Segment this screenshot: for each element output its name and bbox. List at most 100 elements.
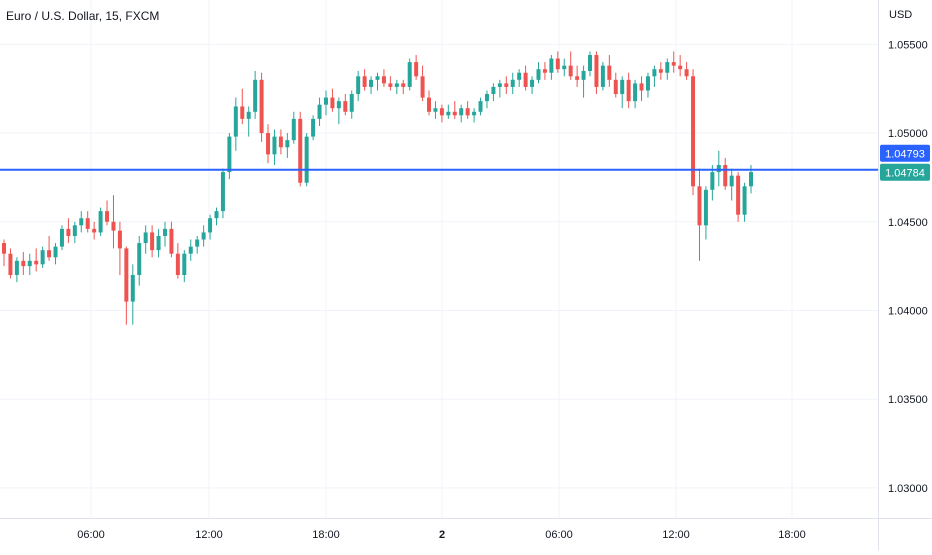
candle-body (188, 246, 193, 254)
grid (0, 0, 878, 518)
candle-body (208, 218, 213, 233)
candle-body (729, 175, 734, 187)
candle-body (678, 65, 683, 70)
x-tick-label: 06:00 (545, 529, 573, 541)
candle-body (581, 70, 586, 80)
candle-body (336, 101, 341, 109)
candle-body (588, 55, 593, 71)
candle-body (124, 248, 129, 302)
candle-body (105, 211, 110, 222)
candle-body (472, 111, 477, 116)
candle-body (220, 172, 225, 212)
candle-body (130, 275, 135, 302)
candle-body (362, 76, 367, 87)
candle-body (317, 104, 322, 119)
candle-body (162, 228, 167, 236)
candle-body (414, 62, 419, 77)
candle-body (14, 260, 19, 275)
candle-body (452, 111, 457, 116)
candle-body (388, 83, 393, 87)
candle-body (446, 111, 451, 116)
candle-body (259, 79, 264, 134)
candle-body (510, 79, 515, 87)
x-tick-label: 18:00 (312, 529, 340, 541)
candle-body (92, 228, 97, 233)
last-price-tag (880, 163, 930, 181)
candle-body (626, 79, 631, 102)
candle-body (575, 76, 580, 80)
candle-body (420, 76, 425, 98)
candle-body (79, 218, 84, 226)
candle-body (459, 108, 464, 116)
candle-body (620, 79, 625, 95)
candle-body (2, 243, 6, 254)
candle-body (201, 232, 206, 240)
candle-body (555, 58, 560, 70)
candle-body (665, 62, 670, 73)
candle-body (504, 83, 509, 87)
candle-body (549, 58, 554, 73)
candle-body (330, 97, 335, 109)
candle-body (27, 260, 32, 267)
candle-body (568, 65, 573, 77)
candle-body (716, 165, 721, 173)
candles (2, 51, 753, 325)
candle-body (562, 65, 567, 70)
candle-body (72, 225, 77, 236)
candle-body (369, 79, 374, 87)
y-tick-label: 1.04000 (888, 305, 928, 317)
y-tick-label: 1.05000 (888, 128, 928, 140)
candle-body (150, 232, 155, 251)
candle-body (401, 83, 406, 87)
candle-body (304, 136, 309, 183)
candle-body (356, 76, 361, 95)
candle-body (117, 230, 122, 249)
candle-body (710, 172, 715, 190)
candle-body (137, 243, 142, 275)
candle-body (47, 250, 52, 258)
candle-body (175, 253, 180, 275)
y-tick-label: 1.05500 (888, 39, 928, 51)
candle-body (98, 211, 103, 233)
candle-body (542, 69, 547, 73)
candle-body (214, 211, 219, 219)
candle-body (671, 62, 676, 66)
candle-body (497, 83, 502, 87)
candle-body (272, 136, 277, 155)
candle-body (684, 69, 689, 77)
last-price-label: 1.04784 (885, 167, 925, 179)
candle-body (195, 239, 200, 247)
candle-body (233, 106, 238, 137)
candle-body (723, 165, 728, 187)
x-tick-label: 12:00 (662, 529, 690, 541)
candle-body (246, 111, 251, 119)
candle-body (600, 65, 605, 87)
candle-body (34, 260, 39, 265)
candle-body (381, 76, 386, 84)
candle-body (298, 118, 303, 183)
candle-body (111, 221, 116, 231)
candle-body (240, 106, 245, 119)
candle-body (59, 228, 64, 247)
candle-body (594, 55, 599, 87)
currency-label: USD (889, 9, 913, 21)
candle-body (703, 189, 708, 226)
candle-body (645, 76, 650, 91)
candle-body (253, 79, 258, 112)
candle-body (749, 172, 753, 187)
candle-body (266, 133, 271, 155)
candle-body (536, 69, 541, 80)
candle-body (85, 218, 90, 229)
candle-body (742, 186, 747, 215)
candle-body (439, 108, 444, 116)
candle-body (343, 101, 348, 112)
candle-body (53, 246, 58, 258)
candle-body (143, 232, 148, 244)
candle-body (349, 94, 354, 112)
candle-body (8, 253, 13, 275)
candle-body (227, 136, 232, 173)
candle-body (375, 76, 380, 80)
